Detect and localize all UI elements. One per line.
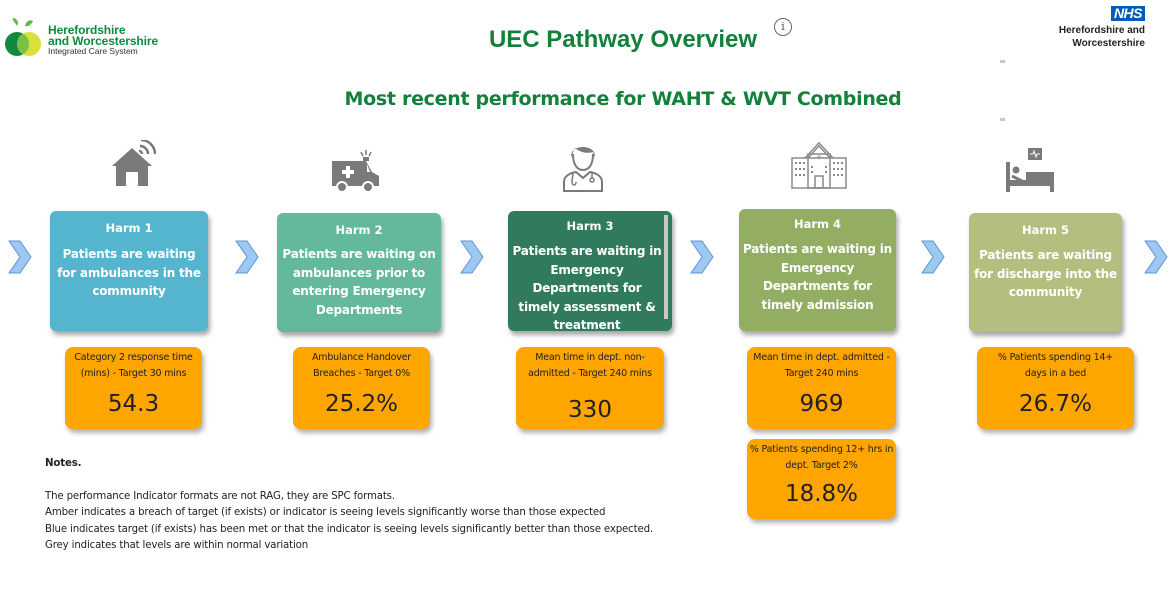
info-icon[interactable]: i: [774, 18, 792, 36]
metric-card[interactable]: Mean time in dept. admitted - Target 240…: [747, 347, 896, 429]
metric-value: 26.7%: [1018, 391, 1093, 417]
harm-description: Patients are waiting in Emergency Depart…: [512, 244, 662, 331]
metric-label: Category 2 response time (mins) - Target…: [74, 352, 193, 379]
nhs-org-line2: Worcestershire: [1072, 38, 1145, 49]
metric-label: Ambulance Handover Breaches - Target 0%: [312, 352, 411, 379]
harm-title: Harm 5: [1021, 223, 1070, 237]
nhs-org-line1: Herefordshire and: [1058, 25, 1145, 36]
harm-title: Harm 2: [335, 223, 383, 237]
chevron-right-icon: [235, 240, 259, 274]
notes-line: The performance Indicator formats are no…: [45, 490, 395, 502]
ambulance-icon: [332, 150, 380, 199]
logo-text-line1: Herefordshire: [48, 23, 126, 37]
nhs-logo: NHS Herefordshire and Worcestershire: [1059, 5, 1145, 49]
svg-text:*: *: [817, 154, 822, 165]
harm-card-4[interactable]: Harm 4 Patients are waiting in Emergency…: [739, 209, 896, 331]
notes-heading: Notes.: [45, 458, 82, 469]
metric-value: 54.3: [107, 391, 160, 417]
ics-logo: Herefordshire and Worcestershire Integra…: [4, 18, 184, 58]
harm-title: Harm 4: [793, 217, 842, 231]
metric-label: % Patients spending 14+ days in a bed: [997, 352, 1114, 379]
slicer-handle: [1000, 60, 1005, 63]
metric-label: Mean time in dept. admitted - Target 240…: [753, 352, 890, 379]
harm-card-3[interactable]: Harm 3 Patients are waiting in Emergency…: [508, 211, 672, 331]
home-wifi-icon: [110, 138, 157, 193]
metric-card[interactable]: Mean time in dept. non-admitted - Target…: [516, 347, 664, 429]
notes-line: Grey indicates that levels are within no…: [45, 540, 309, 551]
metric-value: 330: [568, 397, 612, 423]
notes-section: Notes. The performance Indicator formats…: [45, 456, 685, 555]
hospital-bed-icon: [1006, 148, 1056, 199]
harm-title: Harm 1: [105, 221, 153, 235]
chevron-right-icon: [1144, 240, 1168, 274]
slicer-handle: [1000, 118, 1005, 121]
apple-logo-icon: [5, 18, 41, 56]
chevron-right-icon: [460, 240, 484, 274]
chevron-right-icon: [690, 240, 714, 274]
chevron-right-icon: [8, 240, 32, 274]
harm-title: Harm 3: [566, 219, 614, 233]
metric-value: 25.2%: [324, 391, 399, 417]
harm-description: Patients are waiting on ambulances prior…: [282, 247, 436, 317]
metric-value: 969: [799, 391, 844, 417]
notes-line: Blue indicates target (if exists) has be…: [45, 523, 653, 535]
metric-label: % Patients spending 12+ hrs in dept. Tar…: [749, 444, 894, 471]
metric-card[interactable]: % Patients spending 12+ hrs in dept. Tar…: [747, 439, 896, 519]
page-title: UEC Pathway Overview: [488, 26, 758, 53]
nhs-badge: NHS: [1110, 6, 1145, 21]
metric-value: 18.8%: [784, 481, 859, 507]
metric-card[interactable]: Category 2 response time (mins) - Target…: [65, 347, 202, 429]
doctor-icon: [562, 140, 604, 197]
scrollbar[interactable]: [664, 215, 668, 319]
chevron-right-icon: [921, 240, 945, 274]
hospital-icon: *: [790, 140, 848, 195]
metric-label: Mean time in dept. non-admitted - Target…: [528, 352, 652, 379]
logo-text-line3: Integrated Care System: [48, 46, 138, 56]
page-subtitle: Most recent performance for WAHT & WVT C…: [344, 88, 902, 110]
harm-card-5[interactable]: Harm 5 Patients are waiting for discharg…: [969, 213, 1122, 332]
harm-card-2[interactable]: Harm 2 Patients are waiting on ambulance…: [277, 213, 441, 332]
metric-card[interactable]: % Patients spending 14+ days in a bed 26…: [977, 347, 1134, 429]
harm-description: Patients are waiting for discharge into …: [974, 248, 1117, 299]
metric-card[interactable]: Ambulance Handover Breaches - Target 0% …: [293, 347, 430, 429]
notes-line: Amber indicates a breach of target (if e…: [45, 507, 606, 518]
harm-description: Patients are waiting for ambulances in t…: [57, 247, 201, 298]
harm-card-1[interactable]: Harm 1 Patients are waiting for ambulanc…: [50, 211, 208, 331]
logo-text-line2: and Worcestershire: [48, 34, 159, 48]
harm-description: Patients are waiting in Emergency Depart…: [742, 242, 892, 312]
